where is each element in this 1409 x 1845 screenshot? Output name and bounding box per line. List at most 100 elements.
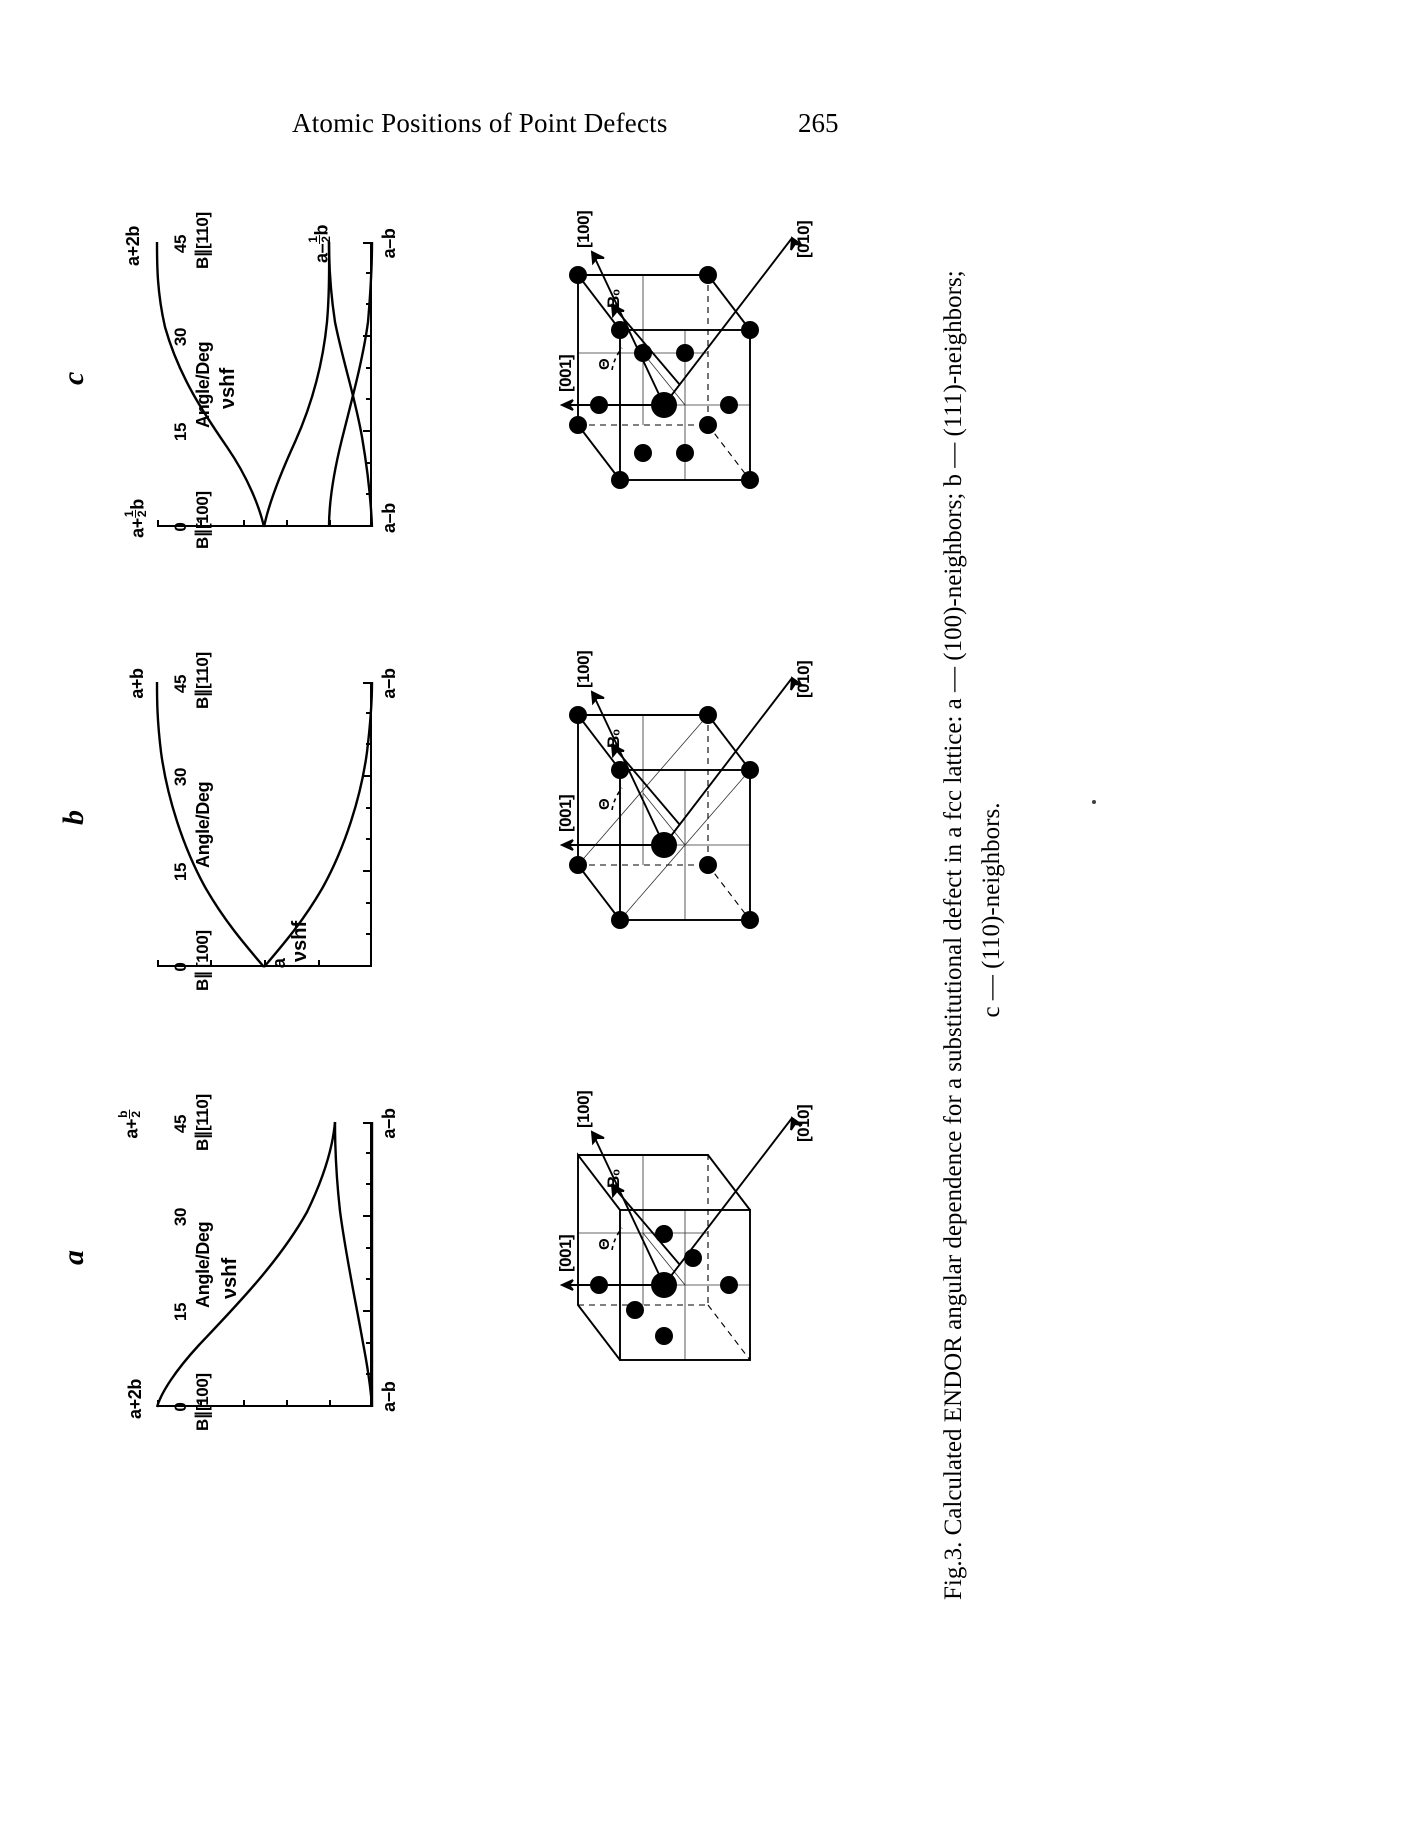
- xtick-a-30: [363, 1215, 372, 1217]
- figure-caption: Fig.3. Calculated ENDOR angular dependen…: [935, 220, 1010, 1600]
- xtick-a-0: [363, 1405, 372, 1407]
- ytick-b-3: [264, 960, 266, 967]
- xtick-a-45: [363, 1122, 372, 1124]
- panel-c: a+ 1 2 b a–b a+2b a– 1 2 b a–b 0 15 30 45 B∥[1…: [57, 200, 480, 549]
- plot-b-curves: [155, 681, 374, 968]
- plot-c-curves: [155, 241, 374, 528]
- xtick-b-15: [363, 870, 372, 872]
- xtick-a-35: [366, 1183, 372, 1186]
- ytick-a-5: [329, 1400, 331, 1407]
- plot-a-xnum-0: 0: [171, 1402, 190, 1412]
- plot-c-end-label-2: a– 1 2 b: [306, 224, 333, 263]
- cube-a-theta: Θ: [596, 1238, 613, 1250]
- ytick-c-4: [286, 520, 288, 527]
- plot-b-yaxis-title: νshf: [289, 920, 311, 962]
- plot-a-xcap-start: B∥[100]: [193, 1373, 212, 1431]
- plot-c-end-label-1: a+2b: [123, 226, 143, 266]
- xtick-a-25: [366, 1246, 372, 1249]
- ytick-b-1: [157, 960, 159, 967]
- panel-b-letter: b: [57, 810, 90, 825]
- cube-b-dir-100: [100]: [574, 650, 593, 688]
- panel-b: a a+b a−b 0 15 30 45 B∥ [100] B∥[110] An…: [57, 640, 480, 991]
- xtick-b-25: [366, 806, 372, 809]
- ytick-a-1: [157, 1400, 159, 1407]
- running-head: Atomic Positions of Point Defects 265: [0, 108, 1409, 152]
- cube-c-dir-001: [001]: [556, 354, 575, 392]
- plot-c-xcap-end: B∥[110]: [193, 212, 212, 269]
- cube-a-dir-100: [100]: [574, 1090, 593, 1128]
- xtick-c-0: [363, 525, 372, 527]
- plot-c-end-label-3: a–b: [379, 228, 399, 259]
- plot-b-xcap-start: B∥ [100]: [193, 930, 212, 991]
- xtick-b-5: [366, 933, 372, 936]
- plot-c-start-label-2: a–b: [379, 503, 399, 533]
- cube-b-dir-010: [010]: [794, 660, 813, 698]
- cube-a-dir-001: [001]: [556, 1234, 575, 1272]
- plot-c-xnum-15: 15: [171, 422, 190, 442]
- xtick-b-35: [366, 743, 372, 746]
- xtick-c-5: [366, 493, 372, 496]
- ytick-c-3: [243, 520, 245, 527]
- plot-a-start-label-1: a+2b: [125, 1379, 145, 1419]
- plot-c-xnum-0: 0: [171, 522, 190, 532]
- plot-b: a a+b a−b 0 15 30 45 B∥ [100] B∥[110] An…: [127, 652, 399, 991]
- xtick-c-30: [363, 335, 372, 337]
- cube-c-dir-B0: B₀: [604, 289, 623, 308]
- xtick-c-15: [363, 430, 372, 432]
- plot-b-xnum-45: 45: [171, 674, 190, 694]
- xtick-c-40: [366, 271, 372, 274]
- cube-c: [001] [100] [010] B₀ Θ: [556, 211, 820, 520]
- cube-panel-c: [001] [100] [010] B₀ Θ: [556, 211, 820, 520]
- xtick-a-15: [363, 1310, 372, 1312]
- ytick-a-4: [286, 1400, 288, 1407]
- xtick-b-20: [366, 838, 372, 841]
- cube-b-dir-001: [001]: [556, 794, 575, 832]
- xtick-c-45: [363, 242, 372, 244]
- figure-caption-line2: c — (110)-neighbors.: [977, 802, 1005, 1018]
- page-number: 265: [798, 108, 839, 138]
- plot-c-xnum-45: 45: [171, 234, 190, 254]
- plot-c: a+ 1 2 b a–b a+2b a– 1 2 b a–b 0 15 30 45 B∥[1…: [122, 212, 399, 549]
- plot-a-end-label-1: a+ b 2: [116, 1109, 143, 1139]
- xtick-b-45: [363, 682, 372, 684]
- panel-a: a+2b a−b a+ b 2 a−b 0 15 30 45 B∥[100] B∥[…: [57, 1080, 480, 1431]
- xtick-a-40: [366, 1151, 372, 1154]
- cube-c-drawing: [559, 236, 803, 489]
- cube-panel-a: [001] [100] [010] B₀ Θ: [556, 1091, 820, 1400]
- cube-a: [001] [100] [010] B₀ Θ: [556, 1091, 820, 1400]
- xtick-c-20: [366, 398, 372, 401]
- xtick-a-5: [366, 1373, 372, 1376]
- plot-b-start-label-1: a: [269, 958, 289, 969]
- ytick-c-1: [157, 520, 159, 527]
- plot-b-xnum-15: 15: [171, 862, 190, 882]
- panel-c-letter: c: [57, 371, 90, 385]
- plot-b-xaxis-title: Angle/Deg: [193, 781, 213, 868]
- xtick-a-10: [366, 1341, 372, 1344]
- plot-c-start-label-1: a+ 1 2 b: [122, 499, 149, 538]
- plot-b-xnum-0: 0: [171, 962, 190, 972]
- xtick-c-25: [366, 366, 372, 369]
- plot-b-xcap-end: B∥[110]: [193, 652, 212, 709]
- xtick-b-40: [366, 711, 372, 714]
- plot-b-end-label-2: a−b: [379, 668, 399, 699]
- plot-c-yaxis-title: νshf: [217, 367, 239, 409]
- cube-c-dir-010: [010]: [794, 220, 813, 258]
- plot-a-xaxis-title: Angle/Deg: [193, 1221, 213, 1308]
- xtick-b-30: [363, 775, 372, 777]
- plot-a-start-label-2: a−b: [379, 1381, 399, 1412]
- ytick-c-5: [329, 520, 331, 527]
- ytick-b-4: [318, 960, 320, 967]
- panel-a-letter: a: [57, 1250, 90, 1265]
- plot-c-xcap-start: B∥[100]: [193, 491, 212, 549]
- cube-b-dir-B0: B₀: [604, 729, 623, 748]
- xtick-b-0: [363, 965, 372, 967]
- plot-a-end-label-2: a−b: [379, 1108, 399, 1139]
- plot-b-xnum-30: 30: [171, 767, 190, 787]
- plot-a-xnum-30: 30: [171, 1207, 190, 1227]
- plot-c-xaxis-title: Angle/Deg: [193, 341, 213, 428]
- xtick-b-10: [366, 901, 372, 904]
- figure-caption-line1: Fig.3. Calculated ENDOR angular dependen…: [940, 270, 967, 1600]
- cube-b-drawing: [559, 676, 803, 929]
- ytick-a-3: [243, 1400, 245, 1407]
- cube-b: [001] [100] [010] B₀ Θ: [556, 651, 820, 960]
